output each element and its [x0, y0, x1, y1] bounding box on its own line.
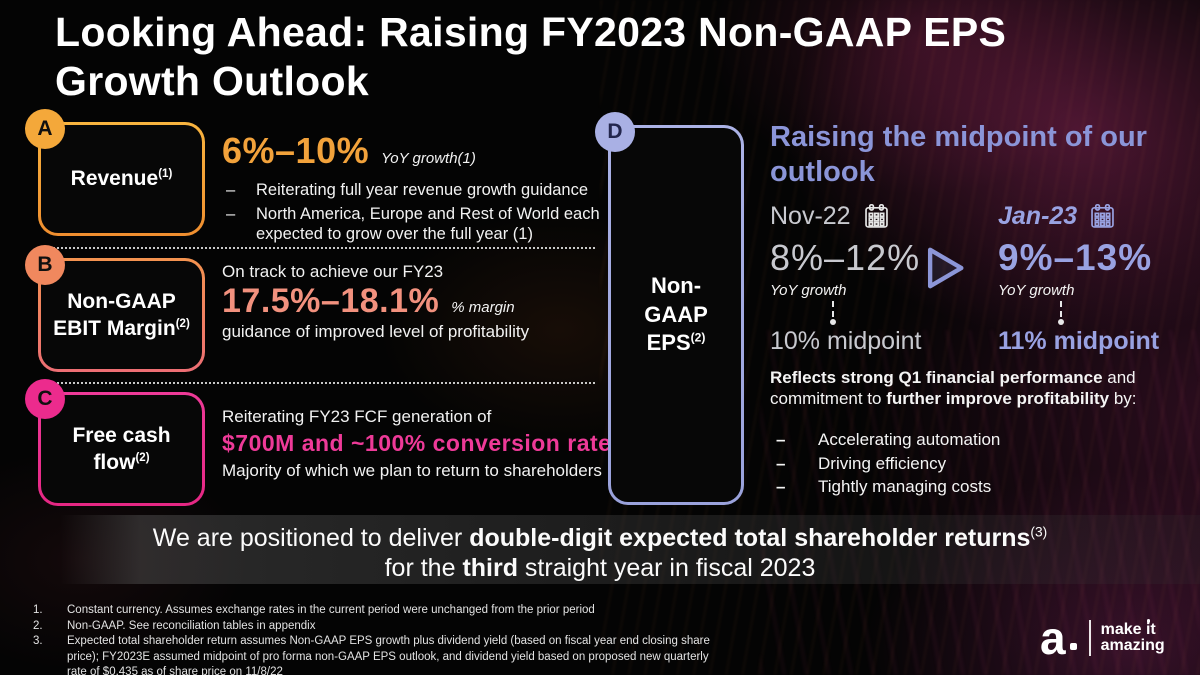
eps-box-label: Non-GAAP EPS(2) [611, 128, 741, 502]
before-midpoint: 10% midpoint [770, 327, 922, 355]
revenue-footnote-ref: (1) [158, 168, 173, 181]
brand-logo: a make it amazing [1040, 612, 1165, 664]
ebit-footnote-ref: (2) [175, 318, 190, 330]
before-date: Nov-22 [770, 202, 851, 230]
revenue-growth-stat: 6%–10% [222, 130, 370, 171]
footnote-2: 2. Non-GAAP. See reconciliation tables i… [33, 619, 316, 632]
revenue-bullet-2: – North America, Europe and Rest of Worl… [222, 204, 614, 245]
ebit-stat-note: % margin [451, 299, 515, 317]
dotted-separator-1 [38, 247, 595, 249]
calendar-icon [863, 203, 890, 230]
bullet-dash-icon: – [776, 453, 786, 473]
arrow-right-icon [918, 242, 970, 299]
before-connector [828, 301, 838, 325]
improvement-bullets: – Accelerating automation – Driving effi… [770, 428, 1195, 499]
outlook-before-column: Nov-22 8%–12% YoY growth 10% midpoint [770, 202, 921, 356]
badge-d: D [595, 112, 635, 152]
improvement-bullet-1: – Accelerating automation [770, 428, 1195, 452]
outlook-comparison: Nov-22 8%–12% YoY growth 10% midpoint [770, 202, 1190, 367]
ebit-pre-text: On track to achieve our FY23 [222, 262, 444, 281]
footnote-3: 3. Expected total shareholder return ass… [33, 635, 710, 675]
banner-strip [60, 515, 1200, 584]
revenue-bullet-1: – Reiterating full year revenue growth g… [222, 180, 614, 201]
after-date: Jan-23 [998, 202, 1078, 230]
bullet-dash-icon: – [226, 204, 236, 223]
revenue-details: 6%–10% YoY growth(1) – Reiterating full … [222, 130, 614, 248]
revenue-stat-note: YoY growth(1) [381, 150, 476, 167]
slide-title-line1: Looking Ahead: Raising FY2023 Non-GAAP E… [55, 9, 1007, 55]
improvement-bullet-2: – Driving efficiency [770, 452, 1195, 476]
fcf-box: C Free cash flow(2) [25, 379, 205, 506]
improvement-bullet-3: – Tightly managing costs [770, 475, 1195, 499]
fcf-footnote-ref: (2) [135, 452, 150, 464]
ebit-post-text: guidance of improved level of profitabil… [222, 322, 530, 342]
ebit-margin-box-label: Non-GAAP EBIT Margin(2) [41, 261, 202, 369]
banner-footnote-ref: (3) [1030, 524, 1048, 540]
footnote-1: 1. Constant currency. Assumes exchange r… [33, 604, 595, 616]
badge-a: A [25, 109, 65, 149]
brand-tagline: make it amazing [1100, 619, 1165, 654]
badge-c: C [25, 379, 65, 419]
reflects-paragraph: Reflects strong Q1 financial performance… [770, 368, 1137, 408]
before-yoy-label: YoY growth [770, 282, 847, 299]
bullet-dash-icon: – [226, 181, 236, 199]
revenue-box-label: Revenue(1) [41, 125, 202, 233]
outlook-after-column: Jan-23 9%–13% YoY growth 11% midpoint [998, 202, 1159, 356]
slide-title: Looking Ahead: Raising FY2023 Non-GAAP E… [55, 8, 1006, 106]
outlook-heading: Raising the midpoint of our outlook [770, 121, 1147, 188]
fcf-box-label: Free cash flow(2) [41, 395, 202, 503]
bullet-dash-icon: – [776, 477, 786, 496]
fcf-post-text: Majority of which we plan to return to s… [222, 461, 602, 481]
ebit-margin-details: On track to achieve our FY23 17.5%–18.1%… [222, 261, 614, 343]
slide-title-line2: Growth Outlook [55, 58, 369, 104]
fcf-stat: $700M and ~100% conversion rate [222, 430, 612, 457]
eps-box: D Non-GAAP EPS(2) [595, 112, 744, 505]
logo-divider [1088, 620, 1091, 656]
eps-footnote-ref: (2) [690, 330, 706, 345]
fcf-details: Reiterating FY23 FCF generation of $700M… [222, 406, 614, 482]
after-midpoint: 11% midpoint [998, 327, 1160, 355]
after-yoy-label: YoY growth [998, 282, 1075, 299]
logo-dot-icon [1069, 642, 1077, 650]
before-range: 8%–12% [770, 237, 921, 278]
ebit-margin-stat: 17.5%–18.1% [222, 282, 440, 321]
tagline-dot [1146, 619, 1151, 623]
footnotes: 1. Constant currency. Assumes exchange r… [25, 603, 725, 675]
logo-a-mark: a [1040, 612, 1066, 664]
after-connector [1056, 301, 1066, 325]
banner-statement: We are positioned to deliver double-digi… [152, 524, 1048, 582]
revenue-box: A Revenue(1) [25, 109, 205, 236]
bullet-dash-icon: – [776, 430, 786, 449]
badge-b: B [25, 245, 65, 285]
ebit-margin-box: B Non-GAAP EBIT Margin(2) [25, 245, 205, 372]
after-range: 9%–13% [998, 237, 1153, 278]
dotted-separator-2 [38, 382, 595, 384]
fcf-pre-text: Reiterating FY23 FCF generation of [222, 407, 492, 426]
calendar-icon [1089, 203, 1116, 230]
